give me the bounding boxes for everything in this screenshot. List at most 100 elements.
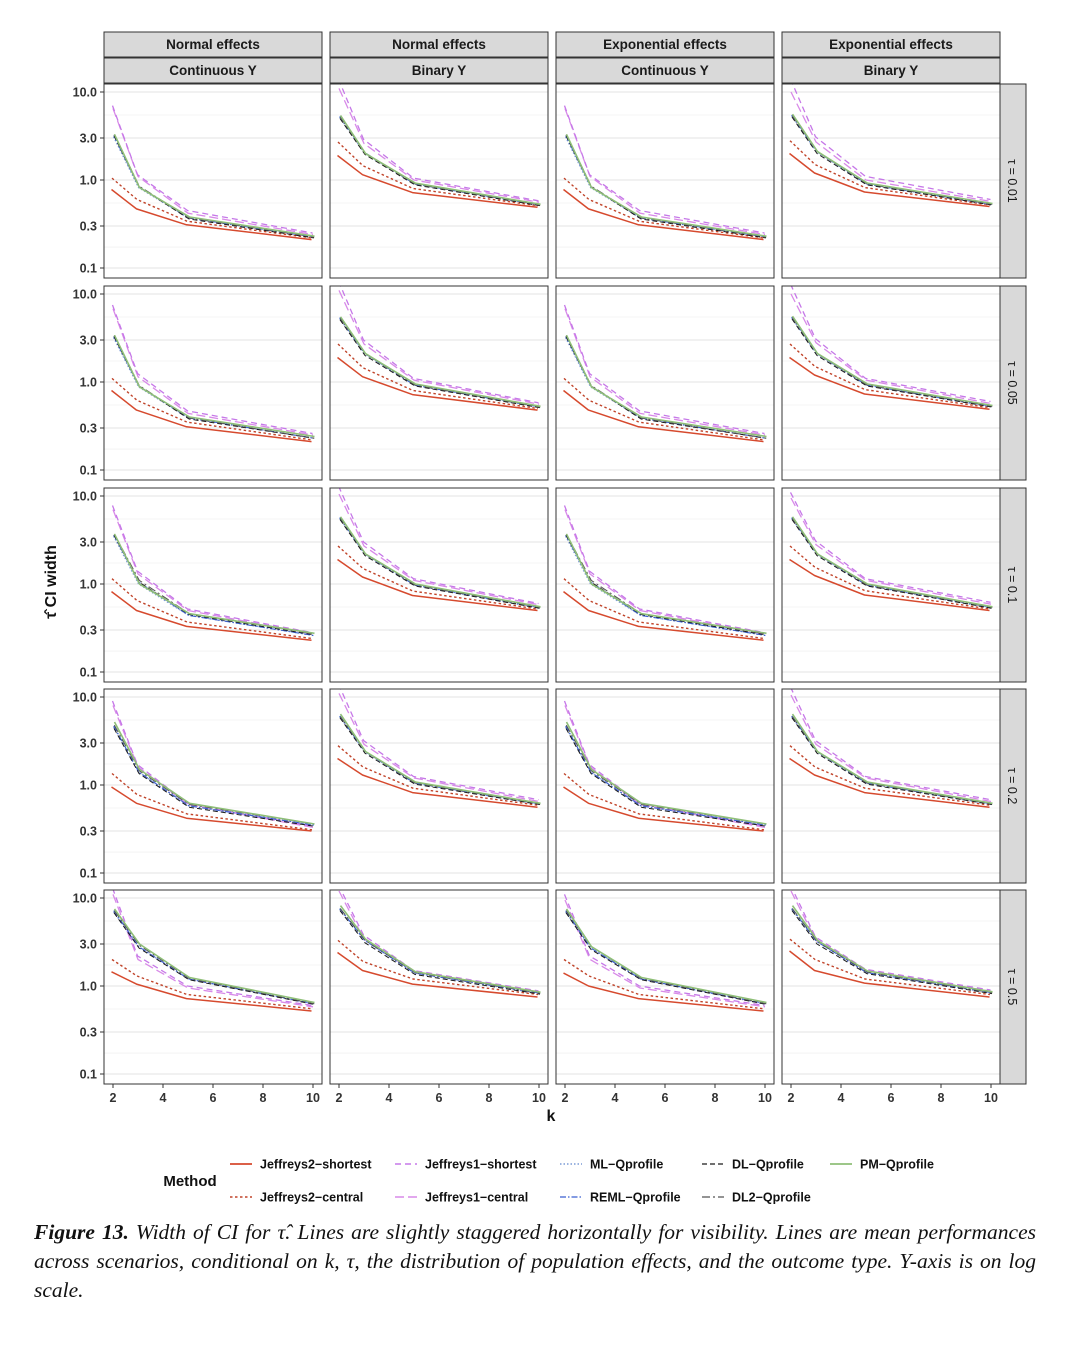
y-tick-label: 1.0	[80, 376, 97, 390]
x-tick-label: 6	[888, 1091, 895, 1105]
legend-label: ML−Qprofile	[590, 1158, 663, 1172]
series-group	[563, 105, 767, 241]
facet-strip-top	[103, 31, 323, 58]
facet-label-tau: τ = 0.5	[1005, 969, 1019, 1006]
legend-title: Method	[163, 1173, 216, 1190]
series-line-J2c	[337, 745, 539, 806]
series-line-DL2	[791, 716, 993, 805]
series-line-J2c	[111, 578, 313, 640]
series-line-J2c	[789, 938, 991, 996]
series-line-J2s	[789, 757, 990, 808]
y-axis-symbol: τ̂	[43, 607, 60, 619]
series-group	[789, 286, 993, 411]
panel-background	[104, 488, 322, 682]
facet-strip-right	[998, 889, 1027, 1085]
x-tick-label: 10	[758, 1091, 772, 1105]
legend-label: Jeffreys1−shortest	[425, 1158, 537, 1172]
series-line-PM	[565, 134, 767, 237]
series-line-J2s	[789, 152, 990, 208]
panel-border	[781, 487, 1001, 683]
series-line-DL	[791, 717, 993, 805]
facet-strip-bottom	[329, 57, 549, 84]
series-line-REML	[565, 910, 766, 1005]
series-line-J2s	[337, 154, 538, 209]
series-line-J2s	[337, 558, 538, 612]
series-line-J2c	[111, 958, 313, 1010]
series-line-J1c	[790, 91, 992, 203]
y-tick-label: 1.0	[80, 174, 97, 188]
facet-label-tau: τ = 0.01	[1005, 159, 1019, 203]
y-tick-label: 10.0	[73, 691, 97, 705]
series-line-J2c	[111, 177, 313, 239]
panel-border	[555, 285, 775, 481]
panel-background	[330, 84, 548, 278]
facet-label-effects: Exponential effects	[603, 37, 727, 52]
panel-border	[329, 688, 549, 884]
y-tick-label: 3.0	[80, 334, 97, 348]
y-tick-label: 0.3	[80, 825, 97, 839]
series-line-DL2	[113, 724, 315, 825]
x-tick-label: 8	[486, 1091, 493, 1105]
facet-label-effects: Normal effects	[166, 37, 260, 52]
series-line-PM	[339, 115, 541, 206]
y-tick-label: 3.0	[80, 132, 97, 146]
series-line-DL2	[791, 908, 993, 994]
series-line-DL	[565, 912, 767, 1005]
series-line-PM	[339, 905, 541, 993]
series-line-J1s	[111, 105, 313, 234]
legend-label: REML−Qprofile	[590, 1191, 681, 1205]
y-tick-label: 0.3	[80, 220, 97, 234]
panel-background	[782, 286, 1000, 480]
series-line-J2s	[111, 389, 312, 443]
x-tick-label: 6	[210, 1091, 217, 1105]
y-tick-label: 0.1	[80, 262, 97, 276]
series-line-DL	[565, 728, 767, 827]
facet-label-outcome: Binary Y	[864, 63, 919, 78]
y-tick-label: 10.0	[73, 490, 97, 504]
facet-strip-bottom	[781, 57, 1001, 84]
series-line-J2c	[563, 377, 765, 441]
x-tick-label: 2	[336, 1091, 343, 1105]
series-line-J1s	[563, 505, 765, 634]
series-line-PM	[791, 516, 993, 608]
panel-border	[781, 688, 1001, 884]
series-line-J2s	[563, 389, 764, 443]
series-group	[111, 105, 315, 241]
facet-strip-right	[998, 688, 1027, 884]
series-line-PM	[113, 334, 315, 438]
series-line-PM	[565, 334, 767, 438]
y-tick-label: 0.1	[80, 666, 97, 680]
series-line-J2c	[337, 545, 539, 610]
x-tick-label: 8	[260, 1091, 267, 1105]
figure-caption: Figure 13. Width of CI for τ̂. Lines are…	[34, 1218, 1036, 1305]
caption-lead: Figure 13.	[34, 1220, 129, 1244]
y-tick-label: 10.0	[73, 892, 97, 906]
facet-strip-top	[555, 31, 775, 58]
x-tick-label: 4	[386, 1091, 393, 1105]
series-group	[337, 286, 541, 411]
series-line-J1c	[790, 497, 992, 605]
panel-background	[104, 689, 322, 883]
x-tick-label: 4	[838, 1091, 845, 1105]
series-line-J2c	[337, 141, 539, 207]
panel-background	[556, 488, 774, 682]
x-tick-label: 10	[984, 1091, 998, 1105]
series-group	[111, 890, 315, 1012]
series-line-J2c	[789, 545, 991, 610]
series-line-DL	[339, 319, 541, 409]
series-line-REML	[565, 725, 766, 826]
y-tick-label: 0.1	[80, 464, 97, 478]
series-line-J2s	[337, 951, 538, 998]
series-line-J1s	[111, 304, 313, 435]
series-line-J1s	[340, 890, 539, 992]
series-line-J1c	[338, 290, 540, 405]
y-tick-label: 1.0	[80, 578, 97, 592]
series-line-J2c	[789, 745, 991, 806]
series-line-J1c	[564, 509, 766, 635]
panel-border	[329, 487, 549, 683]
series-line-J1s	[792, 890, 991, 991]
series-group	[563, 304, 767, 443]
facet-strip-top	[329, 31, 549, 58]
panel-border	[555, 487, 775, 683]
panel-border	[555, 83, 775, 279]
